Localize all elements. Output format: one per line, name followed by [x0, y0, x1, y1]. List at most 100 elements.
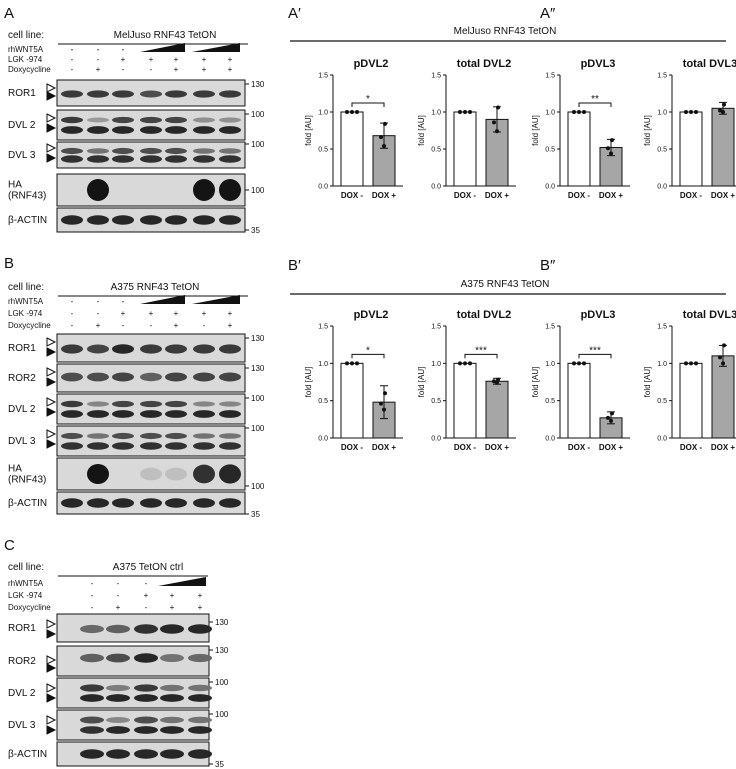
y-tick-label: 0.5	[657, 147, 667, 154]
blot-strip: DVL 3 100	[8, 140, 265, 169]
blot-strip: ROR1 130	[8, 613, 229, 643]
wnt5a-gradient-triangle	[192, 43, 240, 52]
data-point	[582, 110, 586, 114]
data-point	[689, 361, 693, 366]
blot-band	[219, 464, 241, 484]
chart-title: pDVL3	[581, 309, 616, 321]
chart-title: pDVL2	[354, 309, 389, 321]
blot-band	[193, 126, 215, 134]
y-tick-label: 1.0	[657, 361, 667, 368]
blot-band	[140, 126, 162, 134]
data-point	[684, 110, 688, 114]
data-point	[694, 361, 698, 366]
blot-band	[106, 716, 130, 724]
blot-band	[140, 400, 162, 408]
data-point	[382, 144, 386, 149]
significance-label: ***	[475, 345, 487, 356]
blot-protein-label: ROR2	[8, 373, 36, 384]
data-point	[684, 361, 688, 366]
y-axis-label: fold [AU]	[643, 367, 652, 398]
blot-band	[140, 432, 162, 440]
chart-title: pDVL3	[581, 58, 616, 70]
blot-band	[106, 653, 130, 663]
blot-membrane	[56, 393, 246, 425]
cell-line-name: A375 RNF43 TetON	[111, 282, 200, 293]
y-tick-label: 1.0	[545, 110, 555, 117]
treatment-sign: +	[198, 603, 203, 612]
blot-band	[61, 155, 83, 163]
blot-band	[165, 215, 187, 225]
blot-band	[219, 344, 241, 354]
treatment-sign: +	[121, 55, 126, 64]
blot-band	[165, 467, 187, 481]
blot-band	[106, 694, 130, 702]
bar	[340, 111, 364, 187]
x-tick-label: DOX -	[680, 191, 703, 200]
blot-band	[61, 147, 83, 155]
y-tick-label: 1.0	[318, 361, 328, 368]
blot-membrane	[56, 613, 210, 643]
blot-band	[165, 400, 187, 408]
blot-band	[61, 116, 83, 124]
blot-band	[61, 372, 83, 382]
y-tick-label: 1.0	[657, 110, 667, 117]
blot-membrane	[56, 141, 246, 169]
blot-band	[165, 126, 187, 134]
data-point	[606, 146, 610, 151]
x-tick-label: DOX -	[568, 443, 591, 452]
y-tick-label: 1.0	[431, 361, 441, 368]
blot-band	[112, 410, 134, 418]
blot-protein-label: HA	[8, 180, 22, 191]
mw-marker: 100	[251, 186, 265, 195]
filled-arrowhead-icon	[46, 407, 57, 417]
blot-band	[61, 442, 83, 450]
wnt5a-gradient-triangle	[192, 295, 240, 304]
bar-chart-total-dvl2: total DVL2 0.0 0.5 1.0 1.5 fold [AU] DOX - DOX …	[417, 58, 516, 200]
treatment-sign: -	[122, 321, 125, 330]
treatment-label: Doxycycline	[8, 321, 51, 330]
blot-band	[80, 749, 104, 759]
open-arrowhead-icon	[46, 655, 57, 665]
treatment-sign: +	[202, 65, 207, 74]
blot-band	[112, 372, 134, 382]
data-point	[458, 361, 462, 366]
blot-band	[193, 372, 215, 382]
blot-band	[188, 624, 212, 634]
blot-band	[106, 684, 130, 692]
significance-label: *	[366, 94, 370, 105]
x-tick-label: DOX +	[372, 443, 397, 452]
bar-chart-pdvl2: pDVL2 0.0 0.5 1.0 1.5 fold [AU] DOX - DOX + *	[304, 58, 403, 200]
y-tick-label: 0.0	[431, 436, 441, 443]
open-arrowhead-icon	[46, 113, 57, 123]
x-tick-label: DOX +	[372, 191, 397, 200]
data-point	[572, 110, 576, 114]
blot-strip: ROR2 130	[8, 363, 265, 393]
blot-protein-label: HA	[8, 464, 22, 475]
blot-band	[165, 116, 187, 124]
bar-chart-pdvl2: pDVL2 0.0 0.5 1.0 1.5 fold [AU] DOX - DOX + *	[304, 309, 403, 452]
blot-band	[140, 467, 162, 481]
bar	[567, 362, 591, 439]
treatment-sign: +	[202, 309, 207, 318]
blot-band	[219, 126, 241, 134]
blot-strip: β-ACTIN 35	[8, 491, 260, 519]
blot-band	[112, 432, 134, 440]
blot-protein-label: ROR1	[8, 623, 36, 634]
significance-bracket	[464, 353, 498, 359]
blot-band	[87, 215, 109, 225]
bar	[711, 107, 735, 187]
bar	[567, 111, 591, 187]
wnt5a-gradient-triangle	[158, 577, 206, 586]
y-tick-label: 1.5	[431, 73, 441, 80]
treatment-sign: +	[149, 55, 154, 64]
blot-strip: ROR2 130	[8, 645, 229, 677]
treatment-sign: -	[91, 603, 94, 612]
blot-strip: HA(RNF43) 100	[8, 173, 265, 207]
data-point	[350, 361, 354, 366]
blot-band	[219, 498, 241, 508]
blot-membrane	[56, 677, 210, 709]
blot-band	[219, 148, 241, 154]
data-point	[577, 361, 581, 366]
treatment-sign: +	[170, 603, 175, 612]
